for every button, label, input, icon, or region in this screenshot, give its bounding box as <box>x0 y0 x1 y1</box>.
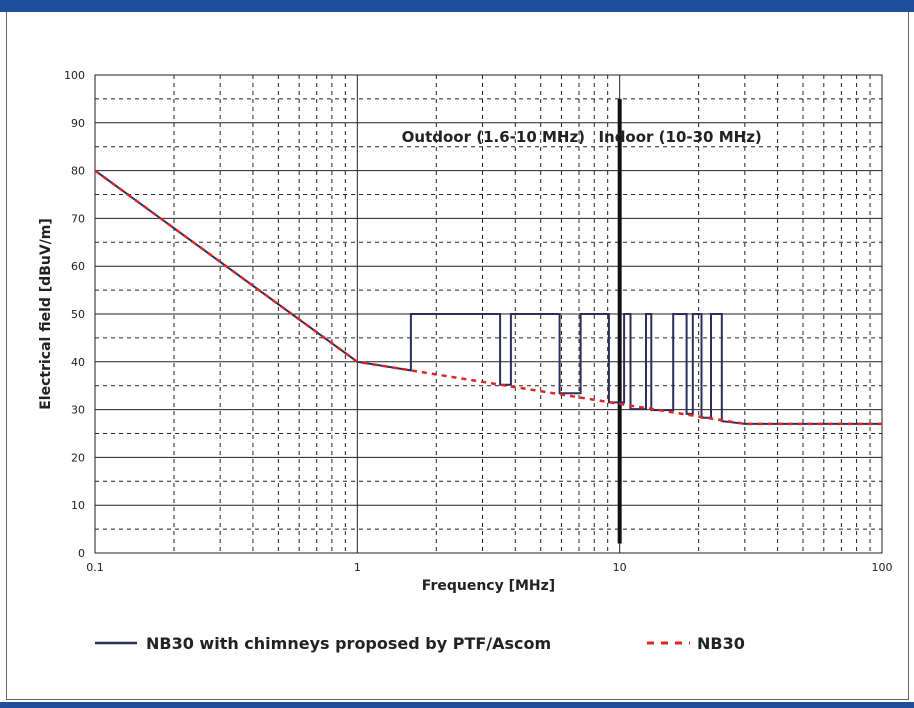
y-tick-label: 60 <box>71 260 85 273</box>
x-tick-label: 100 <box>872 561 893 574</box>
annotations: Outdoor (1.6-10 MHz) Indoor (10-30 MHz) <box>402 128 762 146</box>
y-tick-label: 30 <box>71 404 85 417</box>
plot-area <box>94 74 883 554</box>
x-tick-label: 1 <box>354 561 361 574</box>
y-tick-label: 0 <box>78 547 85 560</box>
y-tick-label: 50 <box>71 308 85 321</box>
x-tick-label: 0.1 <box>86 561 104 574</box>
x-axis-title: Frequency [MHz] <box>422 578 555 594</box>
y-tick-label: 100 <box>64 69 85 82</box>
x-axis-ticks: 0.1 1 10 100 <box>86 561 892 574</box>
series-line-nb30 <box>94 169 882 426</box>
legend: NB30 with chimneys proposed by PTF/Ascom… <box>95 634 745 653</box>
y-axis-ticks: 0 10 20 30 40 50 60 70 80 90 100 <box>64 69 85 560</box>
bottom-accent-bar <box>0 702 914 708</box>
y-tick-label: 10 <box>71 499 85 512</box>
y-tick-label: 20 <box>71 451 85 464</box>
x-tick-label: 10 <box>613 561 627 574</box>
minor-grid <box>95 75 882 553</box>
page-frame <box>6 12 909 700</box>
y-tick-label: 70 <box>71 212 85 225</box>
y-tick-label: 90 <box>71 117 85 130</box>
y-tick-label: 40 <box>71 356 85 369</box>
top-accent-bar <box>0 0 914 12</box>
y-axis-title: Electrical field [dBuV/m] <box>38 218 54 410</box>
legend-label-nb30: NB30 <box>697 634 745 653</box>
legend-label-ptf: NB30 with chimneys proposed by PTF/Ascom <box>146 634 551 653</box>
outdoor-label: Outdoor (1.6-10 MHz) <box>402 128 585 146</box>
series-layer <box>94 169 882 426</box>
indoor-label: Indoor (10-30 MHz) <box>598 128 761 146</box>
y-tick-label: 80 <box>71 165 85 178</box>
